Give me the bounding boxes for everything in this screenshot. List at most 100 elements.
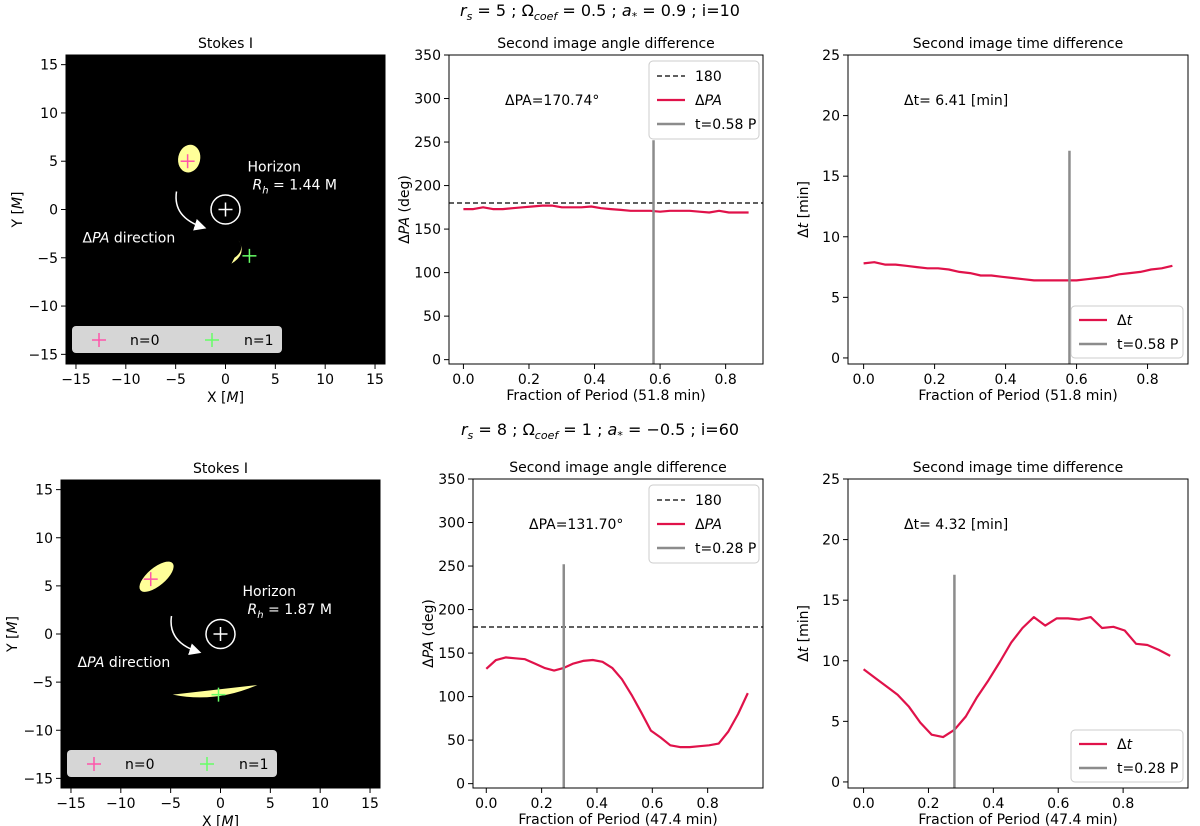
x-tick-label: −5 [165, 372, 186, 388]
y-tick-label: 100 [414, 266, 441, 282]
x-tick-label: 0.6 [649, 372, 671, 388]
x-tick-label: −10 [111, 372, 141, 388]
center-marker [218, 202, 233, 217]
image-panel-row-2: Stokes I Horizon Rh = 1.87 M ΔPA direction n… [5, 461, 381, 826]
y-axis-label: ΔPA (deg) [397, 175, 413, 244]
time-annotation: Δt= 4.32 [min] [904, 517, 1008, 533]
direction-arrow [170, 615, 202, 655]
time-panel-row-2: Second image time difference Δt= 4.32 [mi… [796, 460, 1189, 826]
legend-ref-label: 180 [695, 69, 722, 85]
y-tick-label: 0 [456, 777, 465, 793]
horizon-radius-label: Rh = 1.87 M [248, 602, 332, 621]
time-annotation: Δt= 6.41 [min] [904, 93, 1008, 109]
x-tick-label: −5 [160, 796, 181, 812]
y-tick-label: 20 [822, 533, 840, 549]
y-tick-label: 15 [40, 58, 58, 74]
center-marker [213, 627, 228, 641]
x-tick-label: 0.6 [1047, 796, 1069, 812]
angle-annotation: ΔPA=131.70° [529, 517, 623, 533]
legend-series-label: Δt [1117, 313, 1133, 329]
time-title: Second image time difference [913, 36, 1123, 52]
n0-marker [143, 572, 158, 587]
angle-legend: 180 ΔPA t=0.58 P [648, 60, 760, 140]
legend-box [67, 750, 277, 777]
y-tick-label: 300 [438, 516, 465, 532]
x-tick-label: 0.2 [530, 796, 552, 812]
legend-box [72, 326, 282, 353]
legend-ref-label: 180 [695, 493, 722, 509]
y-tick-label: 5 [831, 714, 840, 730]
x-axis-label: Fraction of Period (51.8 min) [506, 388, 705, 404]
y-tick-label: 50 [447, 733, 465, 749]
y-tick-label: 25 [822, 48, 840, 64]
y-tick-label: 15 [35, 483, 53, 499]
y-tick-label: 5 [49, 154, 58, 170]
time-frame [847, 54, 1189, 365]
y-tick-label: 0 [831, 351, 840, 367]
horizon-circle [210, 194, 241, 225]
direction-label: ΔPA direction [78, 655, 171, 671]
suptitle-row-2: rs = 8 ; Ωcoef = 1 ; a* = −0.5 ; i=60 [461, 420, 739, 442]
x-tick-label: 0.0 [452, 372, 474, 388]
horizon-radius-label: Rh = 1.44 M [253, 178, 337, 197]
angle-title: Second image angle difference [509, 460, 727, 476]
angle-series-line [485, 656, 749, 749]
x-tick-label: 10 [316, 372, 334, 388]
x-tick-label: 0.2 [917, 796, 939, 812]
y-tick-label: 5 [44, 579, 53, 595]
legend-series-label: ΔPA [695, 93, 722, 109]
x-axis-label: Fraction of Period (47.4 min) [918, 812, 1117, 826]
x-tick-label: 0.8 [1136, 372, 1158, 388]
y-tick-label: 150 [414, 222, 441, 238]
legend-n0-label: n=0 [125, 757, 155, 773]
x-tick-label: 0.0 [852, 796, 874, 812]
angle-legend: 180 ΔPA t=0.28 P [648, 484, 760, 564]
x-tick-label: 0.6 [641, 796, 663, 812]
legend-n0-marker [92, 333, 106, 347]
image-title: Stokes I [198, 36, 253, 52]
angle-panel-row-1: Second image angle difference ΔPA=170.74°… [397, 36, 764, 404]
time-panel-row-1: Second image time difference Δt= 6.41 [mi… [796, 36, 1189, 404]
direction-arrow [175, 191, 207, 231]
y-tick-label: 15 [822, 169, 840, 185]
x-tick-label: 0.0 [852, 372, 874, 388]
angle-title: Second image angle difference [497, 36, 715, 52]
y-tick-label: 0 [432, 353, 441, 369]
x-tick-label: 0.6 [1065, 372, 1087, 388]
image-title: Stokes I [193, 461, 248, 477]
y-tick-label: −5 [32, 675, 53, 691]
angle-annotation: ΔPA=170.74° [505, 93, 599, 109]
legend-n0-label: n=0 [130, 333, 160, 349]
y-axis-label: Y [M] [10, 191, 26, 228]
time-series-line [863, 261, 1173, 282]
x-axis-label: Fraction of Period (51.8 min) [918, 388, 1117, 404]
angle-series-line [463, 204, 749, 214]
y-tick-label: 250 [438, 559, 465, 575]
secondary-image-blob [172, 685, 258, 698]
x-axis-label: Fraction of Period (47.4 min) [518, 812, 717, 826]
x-tick-label: 15 [361, 796, 379, 812]
x-tick-label: −15 [61, 372, 91, 388]
legend-box [648, 60, 760, 140]
x-tick-label: 0.2 [923, 372, 945, 388]
x-tick-label: −15 [56, 796, 86, 812]
x-tick-label: −10 [106, 796, 136, 812]
primary-image-blob [178, 144, 201, 173]
secondary-image-blob [231, 240, 242, 264]
x-axis-label: X [M] [207, 390, 244, 406]
legend-series-label: Δt [1117, 737, 1133, 753]
legend-series-label: ΔPA [695, 517, 722, 533]
legend-n0-marker [87, 757, 101, 771]
image-panel-row-1: Stokes I Horizon Rh = 1.44 M ΔPA direction n… [10, 36, 386, 406]
horizon-label: Horizon [248, 160, 302, 176]
y-tick-label: 250 [414, 135, 441, 151]
x-tick-label: 0.8 [715, 372, 737, 388]
time-frame [847, 478, 1189, 789]
y-tick-label: 350 [438, 472, 465, 488]
y-tick-label: 0 [44, 627, 53, 643]
angle-panel-row-2: Second image angle difference ΔPA=131.70°… [421, 460, 764, 826]
x-tick-label: 10 [311, 796, 329, 812]
y-tick-label: 200 [414, 179, 441, 195]
legend-box [648, 484, 760, 564]
n1-marker [242, 248, 257, 263]
